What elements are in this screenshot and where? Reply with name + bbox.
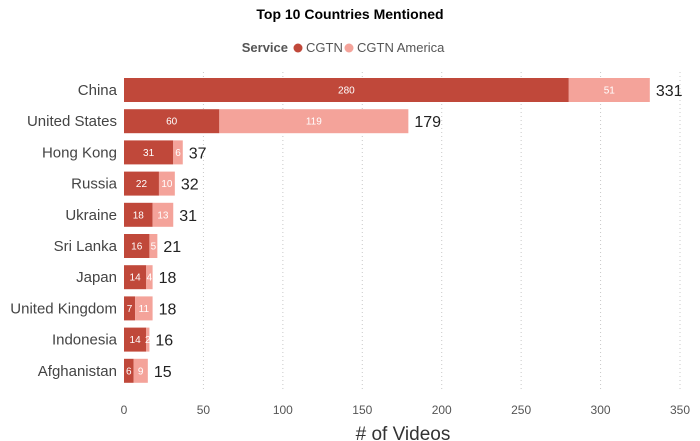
data-label-hong-kong-cgtn-america: 6 bbox=[175, 148, 181, 159]
data-label-sri-lanka-cgtn-america: 5 bbox=[151, 242, 157, 253]
bar-indonesia-cgtn[interactable] bbox=[124, 327, 147, 352]
total-label-china: 331 bbox=[656, 83, 683, 100]
x-axis-label: # of Videos bbox=[356, 424, 451, 441]
data-label-japan-cgtn-america: 4 bbox=[147, 273, 153, 284]
category-label-china: China bbox=[78, 82, 118, 99]
data-label-hong-kong-cgtn: 31 bbox=[143, 148, 155, 159]
category-label-united-states: United States bbox=[27, 113, 117, 130]
x-tick-label-250: 250 bbox=[511, 403, 531, 417]
bar-hong-kong-cgtn[interactable] bbox=[124, 140, 174, 165]
x-tick-label-150: 150 bbox=[352, 403, 372, 417]
total-label-japan: 18 bbox=[159, 270, 177, 287]
legend-marker-cgtn-america bbox=[344, 43, 354, 53]
total-label-ukraine: 31 bbox=[179, 208, 197, 225]
bar-hong-kong-cgtn-america[interactable] bbox=[173, 140, 183, 165]
data-label-united-states-cgtn-america: 119 bbox=[306, 117, 322, 128]
bar-afghanistan-cgtn[interactable] bbox=[124, 358, 134, 383]
category-label-indonesia: Indonesia bbox=[52, 332, 118, 349]
bar-sri-lanka-cgtn[interactable] bbox=[124, 234, 150, 258]
total-label-sri-lanka: 21 bbox=[163, 239, 181, 256]
category-label-japan: Japan bbox=[76, 269, 117, 286]
data-label-ukraine-cgtn-america: 13 bbox=[157, 210, 169, 221]
bar-united-states-cgtn[interactable] bbox=[124, 109, 220, 134]
x-tick-label-300: 300 bbox=[591, 403, 611, 417]
x-tick-label-350: 350 bbox=[670, 403, 690, 417]
category-label-afghanistan: Afghanistan bbox=[38, 363, 117, 380]
bar-russia-cgtn-america[interactable] bbox=[158, 171, 175, 196]
category-label-sri-lanka: Sri Lanka bbox=[54, 238, 118, 255]
data-label-afghanistan-cgtn: 6 bbox=[126, 366, 132, 377]
bar-japan-cgtn[interactable] bbox=[124, 265, 147, 290]
y-axis-labels: China United States Hong Kong Russia Ukraine… bbox=[10, 82, 117, 380]
category-label-ukraine: Ukraine bbox=[65, 207, 117, 224]
bar-united-kingdom-cgtn-america[interactable] bbox=[135, 296, 153, 321]
bar-china-cgtn[interactable] bbox=[124, 78, 569, 102]
legend: Service CGTN CGTN America bbox=[242, 40, 445, 55]
data-label-united-kingdom-cgtn: 7 bbox=[127, 304, 133, 315]
bar-united-kingdom-cgtn[interactable] bbox=[124, 296, 136, 321]
x-tick-label-0: 0 bbox=[121, 403, 128, 417]
data-label-china-cgtn: 280 bbox=[338, 86, 355, 97]
legend-marker-cgtn bbox=[293, 43, 303, 53]
chart-title: Top 10 Countries Mentioned bbox=[256, 6, 443, 22]
data-label-indonesia-cgtn: 14 bbox=[130, 335, 142, 346]
x-tick-label-50: 50 bbox=[197, 403, 211, 417]
data-label-russia-cgtn-america: 10 bbox=[161, 179, 173, 190]
category-label-hong-kong: Hong Kong bbox=[42, 144, 117, 161]
legend-label-cgtn[interactable]: CGTN bbox=[306, 40, 343, 55]
bar-ukraine-cgtn[interactable] bbox=[124, 202, 153, 227]
x-axis-ticks: 0 50 100 150 200 250 300 350 bbox=[121, 403, 691, 417]
bar-afghanistan-cgtn-america[interactable] bbox=[133, 358, 148, 383]
data-label-ukraine-cgtn: 18 bbox=[133, 210, 145, 221]
total-label-united-kingdom: 18 bbox=[159, 301, 177, 318]
bar-china-cgtn-america[interactable] bbox=[568, 78, 650, 102]
bar-united-states-cgtn-america[interactable] bbox=[219, 109, 409, 134]
total-label-indonesia: 16 bbox=[155, 333, 173, 350]
data-label-japan-cgtn: 14 bbox=[130, 273, 142, 284]
total-label-russia: 32 bbox=[181, 177, 199, 194]
data-label-afghanistan-cgtn-america: 9 bbox=[138, 366, 144, 377]
x-tick-label-200: 200 bbox=[432, 403, 452, 417]
bar-sri-lanka-cgtn-america[interactable] bbox=[149, 234, 158, 258]
data-label-united-states-cgtn: 60 bbox=[166, 117, 178, 128]
total-label-united-states: 179 bbox=[414, 114, 441, 131]
total-label-afghanistan: 15 bbox=[154, 364, 172, 381]
data-label-united-kingdom-cgtn-america: 11 bbox=[139, 304, 150, 315]
data-label-china-cgtn-america: 51 bbox=[604, 86, 616, 97]
data-label-russia-cgtn: 22 bbox=[136, 179, 148, 190]
total-label-hong-kong: 37 bbox=[189, 145, 207, 162]
bar-indonesia-cgtn-america[interactable] bbox=[146, 327, 150, 352]
data-label-sri-lanka-cgtn: 16 bbox=[131, 242, 143, 253]
category-label-united-kingdom: United Kingdom bbox=[10, 300, 117, 317]
category-label-russia: Russia bbox=[71, 176, 118, 193]
legend-label-cgtn-america[interactable]: CGTN America bbox=[357, 40, 445, 55]
bar-japan-cgtn-america[interactable] bbox=[146, 265, 153, 290]
x-tick-label-100: 100 bbox=[273, 403, 293, 417]
bar-ukraine-cgtn-america[interactable] bbox=[152, 202, 174, 227]
data-label-indonesia-cgtn-america: 2 bbox=[145, 335, 151, 346]
legend-title: Service bbox=[242, 40, 288, 55]
grid-lines bbox=[202, 72, 681, 392]
bar-russia-cgtn[interactable] bbox=[124, 171, 159, 196]
